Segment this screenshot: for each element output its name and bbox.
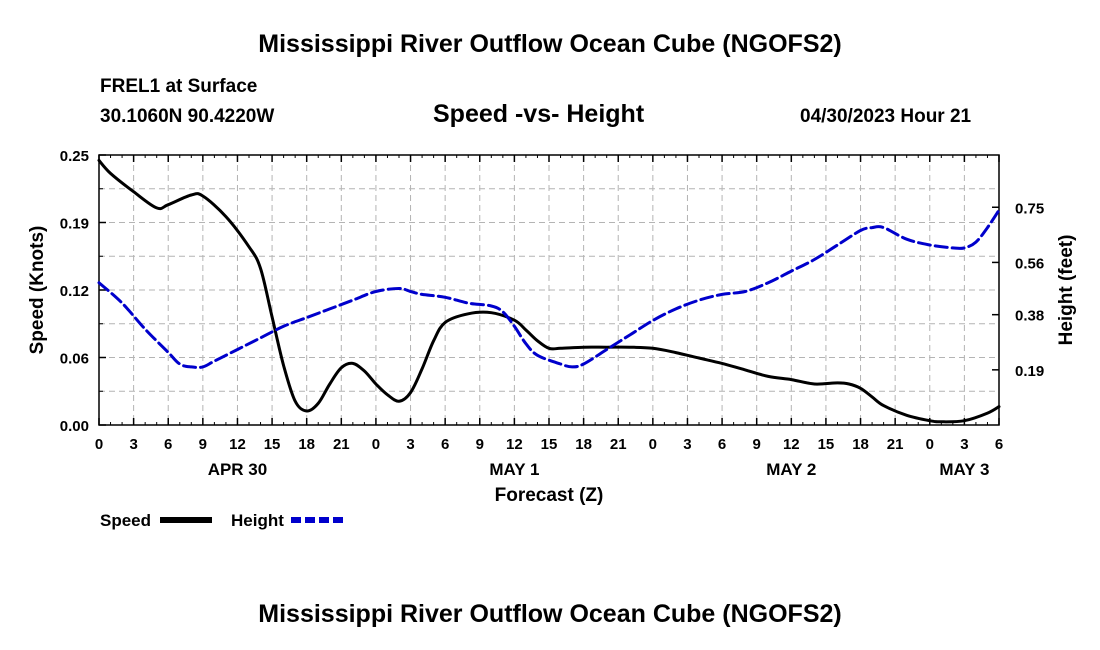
y-tick-label: 0.12 (60, 283, 89, 300)
y-tick-label: 0.06 (60, 351, 89, 368)
x-tick-label: 3 (129, 436, 137, 453)
date-label: MAY 3 (939, 460, 989, 479)
date-label: MAY 2 (766, 460, 816, 479)
x-tick-label: 18 (852, 436, 869, 453)
chart-subtitle: Speed -vs- Height (433, 100, 645, 128)
y2-tick-label: 0.56 (1015, 255, 1044, 272)
x-tick-label: 9 (753, 436, 761, 453)
x-tick-label: 0 (926, 436, 934, 453)
x-tick-label: 0 (95, 436, 103, 453)
x-tick-label: 3 (406, 436, 414, 453)
x-tick-label: 3 (960, 436, 968, 453)
x-tick-label: 12 (229, 436, 246, 453)
station-coordinates: 30.1060N 90.4220W (100, 106, 275, 127)
y2-tick-label: 0.38 (1015, 308, 1044, 325)
y2-axis-title: Height (feet) (1056, 235, 1077, 346)
x-tick-label: 21 (333, 436, 350, 453)
x-tick-label: 3 (683, 436, 691, 453)
series-layer (97, 158, 1001, 424)
x-tick-label: 15 (541, 436, 558, 453)
x-tick-label: 9 (476, 436, 484, 453)
x-tick-label: 21 (887, 436, 904, 453)
grid-layer (99, 155, 999, 425)
series-line-height (97, 208, 1001, 369)
x-tick-label: 9 (199, 436, 207, 453)
forecast-datetime: 04/30/2023 Hour 21 (800, 106, 972, 127)
x-tick-label: 15 (818, 436, 835, 453)
x-tick-label: 12 (506, 436, 523, 453)
chart-main-title: Mississippi River Outflow Ocean Cube (NG… (258, 30, 842, 58)
x-tick-label: 18 (298, 436, 315, 453)
x-tick-label: 21 (610, 436, 627, 453)
y-axis-title: Speed (Knots) (27, 226, 48, 355)
axis-layer: 0 3 6 9 12 15 18 21 0 3 6 9 12 15 18 21 0 3 6 9 12 15 18 21 0 3 6 0… (60, 148, 1044, 479)
y-tick-label: 0.19 (60, 216, 89, 233)
y-tick-label: 0.25 (60, 148, 89, 165)
footer-title: Mississippi River Outflow Ocean Cube (NG… (258, 600, 842, 628)
x-tick-label: 15 (264, 436, 281, 453)
x-tick-label: 6 (995, 436, 1003, 453)
x-tick-label: 12 (783, 436, 800, 453)
series-line-speed (97, 158, 1001, 424)
y2-tick-label: 0.75 (1015, 200, 1044, 217)
x-tick-label: 6 (718, 436, 726, 453)
x-tick-label: 6 (164, 436, 172, 453)
x-tick-label: 0 (649, 436, 657, 453)
plot-frame (98, 154, 1000, 426)
x-tick-label: 6 (441, 436, 449, 453)
legend-label-speed: Speed (100, 511, 151, 530)
station-label: FREL1 at Surface (100, 76, 258, 97)
legend: Speed Height (100, 511, 343, 530)
x-tick-label: 18 (575, 436, 592, 453)
date-label: MAY 1 (489, 460, 539, 479)
x-tick-label: 0 (372, 436, 380, 453)
y-tick-label: 0.00 (60, 418, 89, 435)
date-label: APR 30 (208, 460, 268, 479)
x-axis-title: Forecast (Z) (495, 485, 604, 506)
legend-label-height: Height (231, 511, 284, 530)
y2-tick-label: 0.19 (1015, 363, 1044, 380)
